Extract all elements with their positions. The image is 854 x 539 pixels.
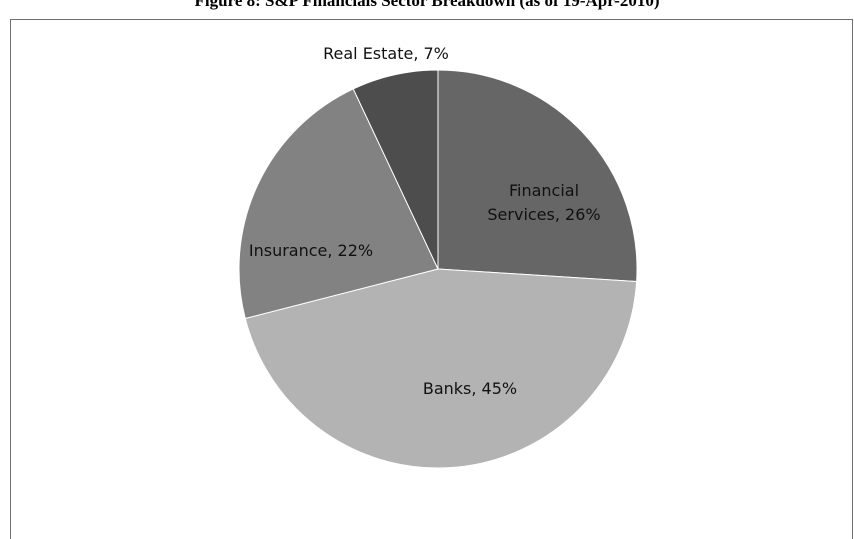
- slice-label-financial-services: Financial Services, 26%: [487, 181, 600, 224]
- slice-label-banks: Banks, 45%: [423, 379, 517, 398]
- pie-slice-financial-services: [437, 69, 638, 283]
- pie-slice-banks: [244, 268, 638, 469]
- slice-label-insurance: Insurance, 22%: [249, 241, 373, 260]
- pie-slice-insurance: [238, 88, 439, 320]
- chart-frame: [10, 19, 853, 539]
- chart-title: Figure 8: S&P Financials Sector Breakdow…: [194, 0, 660, 10]
- pie-chart: Financial Services, 26% Banks, 45% Insuranc…: [238, 44, 638, 469]
- pie-slice-real-estate: [352, 69, 439, 270]
- slice-label-real-estate: Real Estate, 7%: [323, 44, 449, 63]
